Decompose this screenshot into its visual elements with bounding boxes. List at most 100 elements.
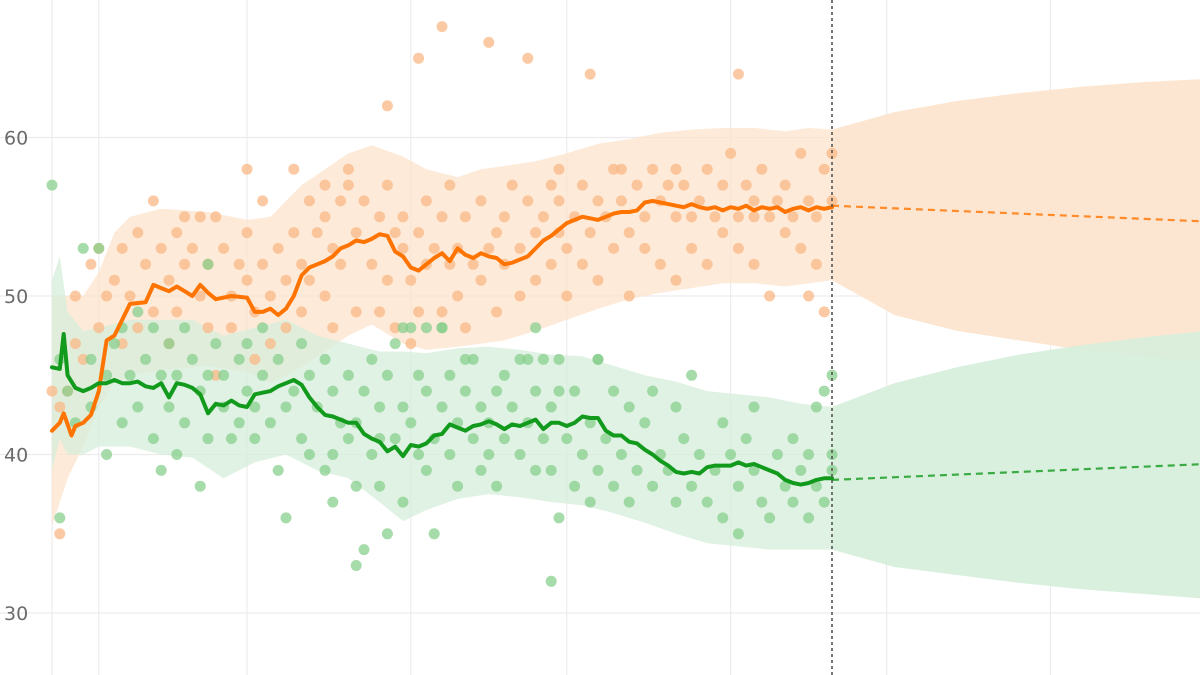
poll-dot-0-36 [225, 322, 237, 334]
poll-dot-0-65 [366, 258, 378, 270]
poll-dot-0-21 [163, 274, 175, 286]
poll-dot-0-167 [413, 52, 425, 64]
poll-dot-1-123 [608, 385, 620, 397]
forecast-band-0 [832, 79, 1200, 362]
poll-dot-0-133 [686, 242, 698, 254]
poll-dot-1-67 [366, 449, 378, 460]
poll-dot-1-91 [459, 385, 471, 397]
poll-dot-1-70 [374, 480, 386, 492]
poll-dot-0-109 [561, 290, 573, 302]
poll-dot-0-75 [405, 338, 417, 350]
poll-dot-1-45 [264, 417, 276, 429]
poll-dot-0-136 [701, 258, 713, 270]
y-tick-label-60: 60 [4, 128, 28, 150]
poll-dot-0-118 [608, 242, 620, 254]
poll-dot-1-121 [600, 433, 612, 445]
poll-dot-0-152 [787, 211, 799, 223]
y-axis: 30 40 50 60 [4, 128, 28, 626]
poll-dot-1-63 [350, 480, 362, 492]
poll-dot-0-128 [662, 179, 674, 191]
poll-dot-0-125 [647, 163, 659, 175]
poll-dot-1-135 [678, 433, 690, 445]
poll-dot-1-125 [623, 496, 635, 508]
poll-dot-0-93 [491, 227, 503, 239]
poll-dot-1-152 [779, 480, 791, 492]
poll-dot-0-134 [693, 195, 705, 207]
poll-dot-1-146 [740, 433, 752, 445]
poll-dot-0-163 [748, 211, 760, 223]
poll-dot-0-74 [405, 274, 417, 286]
poll-dot-0-53 [303, 274, 315, 286]
poll-dot-1-22 [163, 338, 175, 350]
trend-line-0 [50, 198, 834, 438]
poll-dot-0-80 [428, 242, 440, 254]
poll-dot-1-154 [787, 496, 799, 508]
poll-dot-0-20 [155, 242, 167, 254]
poll-dot-0-107 [553, 195, 565, 207]
poll-dot-0-140 [725, 147, 737, 159]
poll-dot-0-33 [210, 369, 222, 381]
poll-dot-0-161 [826, 147, 838, 159]
poll-dot-1-35 [218, 369, 230, 381]
poll-dot-0-100 [522, 195, 534, 207]
poll-dot-1-145 [732, 528, 744, 540]
poll-dot-0-112 [576, 258, 588, 270]
poll-dot-0-66 [374, 211, 386, 223]
poll-dot-1-14 [124, 369, 136, 381]
poll-dot-0-170 [522, 52, 534, 64]
poll-dot-1-177 [545, 575, 557, 587]
poll-dot-0-82 [436, 306, 448, 318]
poll-dot-1-108 [537, 433, 549, 445]
poll-dot-1-30 [194, 480, 206, 492]
poll-dot-0-137 [709, 211, 721, 223]
poll-dot-0-5 [77, 353, 89, 365]
poll-dot-1-117 [584, 417, 596, 429]
poll-dot-0-98 [514, 242, 526, 254]
poll-dot-1-28 [186, 353, 198, 365]
poll-dot-0-32 [210, 211, 222, 223]
poll-dot-1-5 [77, 242, 89, 254]
poll-dot-1-38 [233, 417, 245, 429]
poll-dot-1-100 [498, 433, 510, 445]
poll-dot-1-164 [826, 369, 838, 381]
poll-dot-1-52 [296, 338, 308, 350]
poll-dot-1-156 [803, 512, 815, 524]
poll-dot-1-72 [381, 528, 393, 540]
poll-dot-0-51 [296, 306, 308, 318]
poll-dot-0-175 [553, 163, 565, 175]
poll-dot-0-138 [717, 179, 729, 191]
poll-dot-1-136 [686, 480, 698, 492]
poll-dot-0-39 [241, 227, 253, 239]
poll-dot-1-49 [280, 512, 292, 524]
poll-dot-1-109 [545, 401, 557, 413]
y-tick-label-40: 40 [4, 445, 28, 467]
poll-dot-0-69 [381, 274, 393, 286]
poll-dot-1-1 [54, 512, 66, 524]
poll-dot-1-106 [530, 464, 542, 476]
poll-dot-1-159 [810, 401, 822, 413]
poll-dot-1-98 [491, 385, 503, 397]
poll-dot-0-86 [452, 290, 464, 302]
poll-dot-0-49 [288, 227, 300, 239]
poll-dot-0-11 [108, 274, 120, 286]
uncertainty-bands [52, 79, 1200, 599]
poll-dot-1-130 [647, 385, 659, 397]
poll-dot-0-154 [795, 242, 807, 254]
poll-dot-1-40 [241, 338, 253, 350]
trend-lines [50, 0, 1200, 675]
poll-dot-1-79 [413, 449, 425, 460]
poll-dot-0-177 [319, 211, 331, 223]
poll-dot-1-116 [576, 449, 588, 460]
poll-dot-0-113 [584, 227, 596, 239]
poll-dot-1-69 [374, 401, 386, 413]
poll-dot-0-48 [280, 322, 292, 334]
poll-dot-1-107 [530, 385, 542, 397]
poll-dot-1-10 [101, 449, 113, 460]
poll-dot-0-27 [186, 242, 198, 254]
poll-dot-0-95 [498, 211, 510, 223]
poll-dot-0-63 [350, 306, 362, 318]
poll-dot-1-15 [132, 306, 144, 318]
poll-dot-0-9 [101, 290, 113, 302]
poll-dot-1-46 [272, 353, 284, 365]
poll-dot-1-169 [397, 322, 409, 334]
